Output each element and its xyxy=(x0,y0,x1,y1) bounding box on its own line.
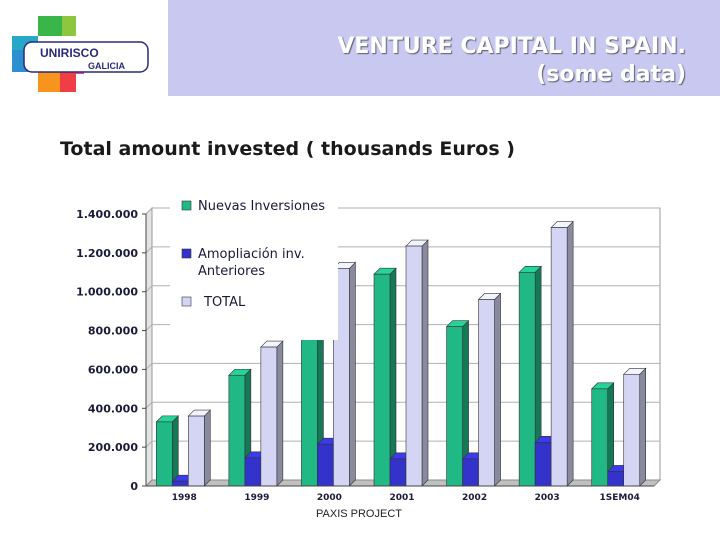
bar-total xyxy=(405,245,423,487)
legend-label: Anteriores xyxy=(198,264,265,279)
left-strip xyxy=(0,0,168,540)
legend-swatch xyxy=(181,296,192,307)
unirisco-logo: UNIRISCO GALICIA xyxy=(12,16,149,92)
bar-chart: 0 200.000 400.000 600.000 800.000 1.000.000 1.… xyxy=(76,192,662,503)
gridline-diag xyxy=(145,440,153,448)
logo-text-line1: UNIRISCO xyxy=(40,46,99,60)
y-tick-label: 400.000 xyxy=(88,402,138,415)
bar-ampliacion xyxy=(389,458,407,487)
legend-swatch xyxy=(181,248,192,259)
legend-label: Nuevas Inversiones xyxy=(198,199,325,214)
gridline-diag xyxy=(145,207,153,215)
bar-side xyxy=(203,409,211,487)
bar-ampliacion xyxy=(607,471,625,487)
gridline-diag xyxy=(145,324,153,331)
x-tick-label: 2001 xyxy=(389,493,414,503)
x-tick-label: 2003 xyxy=(535,493,560,503)
legend-label: Amopliación inv. xyxy=(198,247,305,262)
legend-label: TOTAL xyxy=(203,295,246,310)
logo-text-line2: GALICIA xyxy=(88,61,125,71)
y-tick-label: 1.200.000 xyxy=(76,247,138,260)
bar-total xyxy=(187,415,205,487)
gridline-diag xyxy=(145,363,153,370)
x-tick-label: 1998 xyxy=(172,493,197,503)
legend-box xyxy=(170,192,338,340)
bar-side xyxy=(421,239,429,487)
x-tick-label: 2002 xyxy=(462,493,487,503)
bar-side xyxy=(494,292,501,487)
y-tick-label: 0 xyxy=(130,480,138,493)
bar-total xyxy=(550,227,568,487)
y-tick-label: 1.400.000 xyxy=(76,208,138,221)
x-tick-label: 2000 xyxy=(317,493,342,503)
x-tick-label: 1999 xyxy=(244,493,269,503)
bar-side xyxy=(171,415,179,487)
y-tick-label: 600.000 xyxy=(88,363,138,376)
bar-side xyxy=(566,220,574,487)
bar-ampliacion xyxy=(462,458,479,487)
y-tick-label: 800.000 xyxy=(88,325,138,338)
footer-text: PAXIS PROJECT xyxy=(316,508,402,520)
bar-side xyxy=(276,340,284,487)
legend-swatch xyxy=(181,200,192,211)
bar-side xyxy=(639,367,647,487)
bar-total xyxy=(260,346,278,487)
bar-ampliacion xyxy=(317,443,334,487)
y-tick-label: 200.000 xyxy=(88,441,138,454)
bar-nuevas xyxy=(155,421,173,487)
y-tick-label: 1.000.000 xyxy=(76,286,138,299)
bar-total xyxy=(623,373,641,487)
gridline-diag xyxy=(145,401,153,409)
bar-total xyxy=(478,299,495,487)
bar-nuevas xyxy=(591,388,609,487)
bar-ampliacion xyxy=(534,441,552,487)
chart-heading: Total amount invested ( thousands Euros … xyxy=(60,138,515,160)
page-title-line1: VENTURE CAPITAL IN SPAIN. xyxy=(337,34,686,59)
gridline-diag xyxy=(145,285,153,293)
header-band xyxy=(168,0,720,96)
bar-ampliacion xyxy=(171,480,189,487)
bar-ampliacion xyxy=(244,457,262,487)
page-title-line2: (some data) xyxy=(536,62,686,87)
gridline-diag xyxy=(145,246,153,254)
bar-side xyxy=(349,261,356,487)
bar-nuevas xyxy=(446,326,463,487)
bar-nuevas xyxy=(373,273,391,487)
x-tick-label: 1SEM04 xyxy=(600,493,640,503)
bar-nuevas xyxy=(228,374,246,487)
bar-nuevas xyxy=(518,271,536,487)
